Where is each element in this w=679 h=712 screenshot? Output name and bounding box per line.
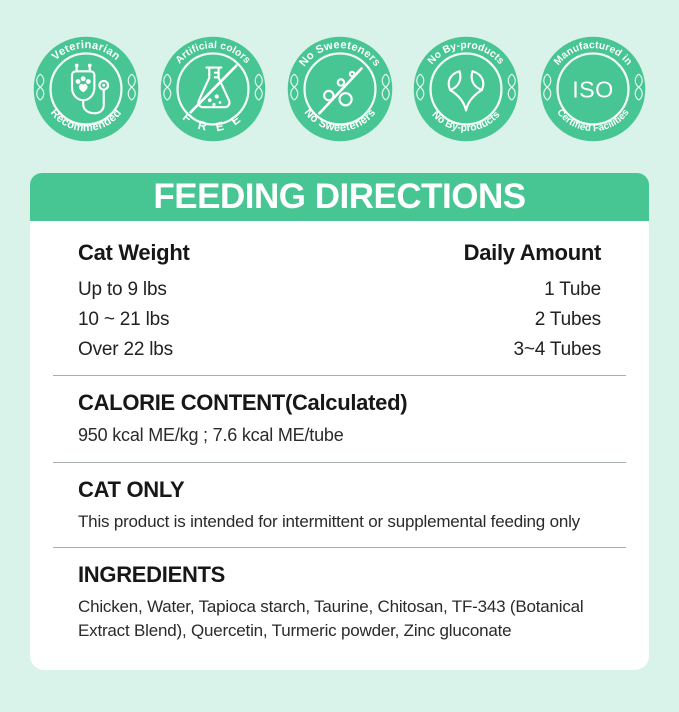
badge-no-sweeteners: No Sweeteners No Sweeteners (284, 33, 396, 145)
table-row: 10 ~ 21 lbs 2 Tubes (78, 305, 601, 335)
leaves-icon (447, 70, 485, 112)
amount-cell: 2 Tubes (534, 309, 601, 330)
badge-row: Veterinarian Recommended (30, 33, 649, 145)
badge-veterinarian-recommended: Veterinarian Recommended (30, 33, 142, 145)
iso-label: ISO (572, 76, 614, 102)
sweetener-crossed-icon (317, 67, 363, 115)
badge-iso-certified: ISO Manufactured in Certified Facilities (537, 33, 649, 145)
ingredients-text: Chicken, Water, Tapioca starch, Taurine,… (78, 597, 584, 640)
rope-pattern (543, 73, 643, 101)
paw-stethoscope-icon (70, 63, 110, 115)
product-label: { "colors": { "green": "#47c593", "backg… (0, 33, 679, 712)
col-header-daily-amount: Daily Amount (463, 240, 602, 265)
rope-pattern (289, 73, 390, 101)
rope-pattern (162, 73, 263, 101)
flask-crossed-icon (189, 64, 238, 114)
calorie-heading: CALORIE CONTENT(Calculated) (78, 390, 408, 415)
divider (53, 375, 626, 376)
cat-only-text: This product is intended for intermitten… (78, 511, 580, 531)
badge-artificial-colors-free: Artificial colors F R E E (157, 33, 269, 145)
table-row: Up to 9 lbs 1 Tube (78, 275, 601, 305)
badge-no-by-products: No By-products No By-products (410, 33, 522, 145)
table-row: Over 22 lbs 3~4 Tubes (78, 335, 601, 365)
amount-cell: 3~4 Tubes (513, 339, 602, 360)
panel-header: FEEDING DIRECTIONS (30, 173, 649, 221)
cat-only-section: CAT ONLY This product is intended for in… (30, 463, 649, 547)
panel-title: FEEDING DIRECTIONS (153, 177, 526, 216)
panel-body: Cat Weight Daily Amount Up to 9 lbs 1 Tu… (30, 221, 649, 671)
divider (53, 547, 626, 549)
calorie-content-section: CALORIE CONTENT(Calculated) 950 kcal ME/… (30, 376, 649, 462)
feeding-table: Cat Weight Daily Amount Up to 9 lbs 1 Tu… (30, 221, 649, 375)
feeding-directions-panel: FEEDING DIRECTIONS Cat Weight Daily Amou… (30, 173, 649, 671)
ingredients-heading: INGREDIENTS (78, 562, 226, 588)
table-header-row: Cat Weight Daily Amount (78, 240, 601, 266)
ingredients-section: INGREDIENTS Chicken, Water, Tapioca star… (30, 548, 649, 646)
weight-cell: Up to 9 lbs (78, 279, 167, 300)
rope-pattern (36, 73, 136, 101)
rope-pattern (416, 73, 517, 101)
weight-cell: 10 ~ 21 lbs (78, 309, 170, 330)
amount-cell: 1 Tube (544, 279, 601, 300)
calorie-value: 950 kcal ME/kg ; 7.6 kcal ME/tube (78, 425, 344, 445)
col-header-cat-weight: Cat Weight (78, 240, 190, 265)
divider (53, 461, 626, 463)
weight-cell: Over 22 lbs (78, 339, 173, 360)
cat-only-heading: CAT ONLY (78, 476, 185, 502)
